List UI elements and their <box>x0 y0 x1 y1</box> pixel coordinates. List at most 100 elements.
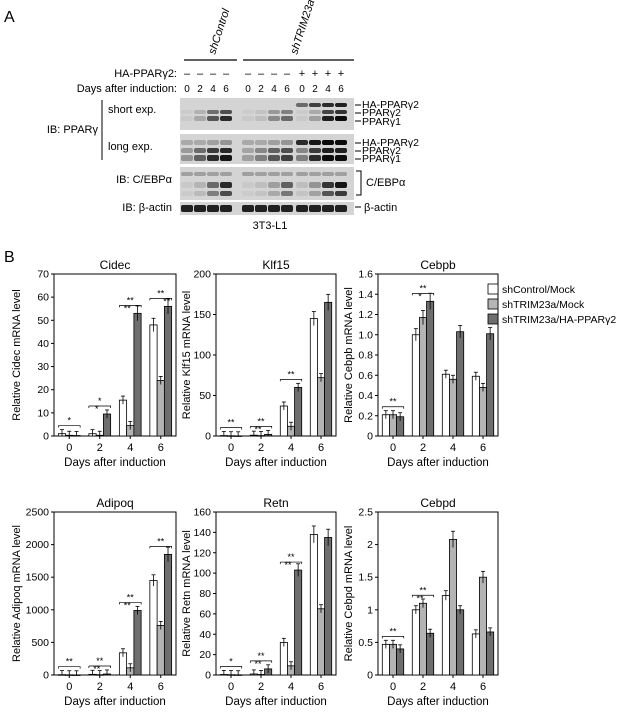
significance-marker: ** <box>254 659 262 669</box>
significance-marker: ** <box>419 283 427 293</box>
blot-band <box>335 155 347 161</box>
significance-marker: ** <box>227 418 235 428</box>
blot-band <box>296 148 308 153</box>
blot-band <box>335 205 347 212</box>
blot-band <box>255 172 267 176</box>
blot-band <box>242 205 254 212</box>
y-tick-label: 1 <box>367 604 373 616</box>
plot-frame <box>53 273 177 437</box>
y-tick-label: 0 <box>205 431 211 443</box>
significance-bracket <box>411 594 435 598</box>
bar <box>419 317 427 437</box>
significance-marker: ** <box>389 626 397 636</box>
blot-band <box>281 172 293 176</box>
blot-band <box>194 191 206 196</box>
band-label-short-ppar1: PPARγ1 <box>362 116 401 128</box>
significance-bracket <box>411 292 435 296</box>
x-tick-label: 6 <box>158 442 164 454</box>
legend-swatch <box>487 313 499 325</box>
significance-marker: * <box>418 291 422 301</box>
significance-marker: ** <box>416 593 424 603</box>
blot-band <box>322 205 334 212</box>
bar <box>426 300 435 437</box>
bar <box>389 643 397 676</box>
x-tick-label: 0 <box>228 681 234 693</box>
y-tick-label: 40 <box>199 629 211 641</box>
blot-band <box>207 155 219 161</box>
significance-bracket <box>249 426 273 429</box>
day-label: 0 <box>245 84 251 95</box>
significance-bracket <box>119 602 142 605</box>
blot-band <box>194 140 206 145</box>
y-tick-label: 0.8 <box>358 350 373 362</box>
x-tick-label: 4 <box>288 442 294 454</box>
legend-swatch <box>487 298 499 310</box>
bar <box>411 334 420 437</box>
legend-label: shControl/Mock <box>502 284 576 296</box>
blot-band <box>242 148 254 153</box>
y-tick-label: 20 <box>37 384 49 396</box>
significance-marker: ** <box>287 369 295 379</box>
band-label-long-ppar1: PPARγ1 <box>362 153 401 165</box>
blot-band <box>220 182 232 188</box>
blot-band <box>207 182 219 188</box>
blot-band <box>268 155 280 161</box>
blot-band <box>268 148 280 153</box>
day-label: 4 <box>210 84 216 95</box>
blot-band <box>268 116 280 121</box>
y-tick-label: 1.2 <box>358 309 373 321</box>
blot-band <box>322 116 334 121</box>
blot-band <box>268 110 280 114</box>
band-label-long-ha-ppar2: HA-PPARγ2 <box>362 137 419 149</box>
blot-band <box>220 172 232 176</box>
y-tick-label: 1500 <box>26 572 50 584</box>
significance-marker: * <box>67 416 71 426</box>
blot-band <box>296 191 308 196</box>
y-tick-label: 40 <box>37 338 49 350</box>
blot-band <box>335 103 347 107</box>
blot-band <box>194 148 206 153</box>
bar <box>279 405 288 437</box>
blot-band <box>281 205 293 212</box>
y-tick-label: 0.2 <box>358 410 373 422</box>
blot-band <box>322 140 334 145</box>
significance-bracket <box>381 406 405 409</box>
legend-swatch <box>487 283 499 295</box>
significance-marker: ** <box>254 424 262 434</box>
y-tick-label: 120 <box>193 547 211 559</box>
blot-band <box>335 172 347 176</box>
y-tick-label: 0.6 <box>358 370 373 382</box>
label-ib-ppar: IB: PPARγ <box>47 124 99 136</box>
bar <box>163 305 173 437</box>
blot-band <box>322 148 334 153</box>
bar <box>118 399 128 437</box>
blot-band <box>194 110 206 114</box>
y-tick-label: 60 <box>199 608 211 620</box>
blot-band <box>255 110 267 114</box>
ha-sign: – <box>245 68 252 80</box>
x-tick-label: 6 <box>318 442 324 454</box>
bar <box>133 610 142 676</box>
x-tick-label: 4 <box>450 681 456 693</box>
y-tick-label: 0 <box>43 431 49 443</box>
band-label-short-ha-ppar2: HA-PPARγ2 <box>362 99 419 111</box>
blot-band <box>322 155 334 161</box>
blot-band <box>181 140 193 145</box>
significance-marker: ** <box>287 552 295 562</box>
blot-band <box>309 191 321 196</box>
row-header-ha-ppar: HA-PPARγ2: <box>114 68 177 80</box>
y-tick-label: 1.6 <box>358 269 373 281</box>
blot-band <box>255 205 267 212</box>
bar <box>479 576 487 676</box>
blot-band <box>255 140 267 145</box>
chart-title: Retn <box>263 496 288 510</box>
legend-label: shTRIM23a/HA-PPARγ2 <box>502 314 616 326</box>
blot-band <box>335 116 347 121</box>
blot-band <box>181 116 193 121</box>
day-label: 2 <box>312 84 318 95</box>
group-label-shcontrol: shControl <box>206 7 232 56</box>
cebpa-bracket <box>356 170 362 196</box>
significance-marker: * <box>229 656 233 666</box>
